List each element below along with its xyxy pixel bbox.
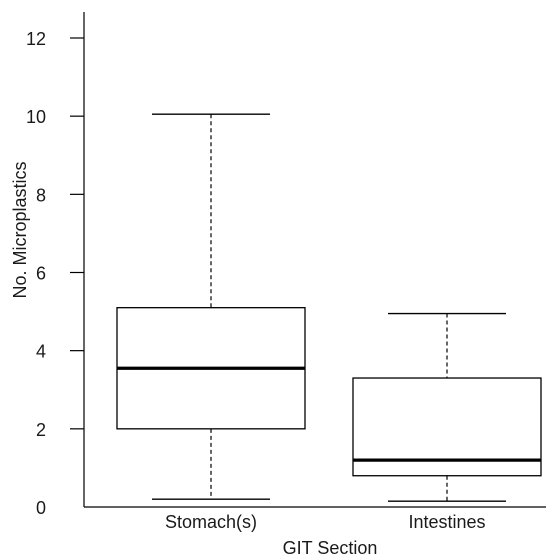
- y-tick-label: 4: [36, 342, 46, 362]
- axes: [83, 12, 546, 508]
- box-1: [352, 312, 542, 502]
- y-tick-label: 2: [36, 420, 46, 440]
- x-category-label: Intestines: [408, 512, 485, 532]
- y-ticks: 0 2 4 6 8 10 12: [26, 29, 84, 518]
- x-category-label: Stomach(s): [165, 512, 257, 532]
- y-axis-title: No. Microplastics: [10, 161, 30, 298]
- x-axis-title: GIT Section: [283, 538, 378, 557]
- box-0: [116, 113, 306, 500]
- x-category-labels: Stomach(s) Intestines: [165, 512, 486, 532]
- y-tick-label: 6: [36, 264, 46, 284]
- y-tick-label: 0: [36, 498, 46, 518]
- y-tick-label: 12: [26, 29, 46, 49]
- y-tick-label: 8: [36, 185, 46, 205]
- boxes: [116, 113, 542, 502]
- y-tick-label: 10: [26, 107, 46, 127]
